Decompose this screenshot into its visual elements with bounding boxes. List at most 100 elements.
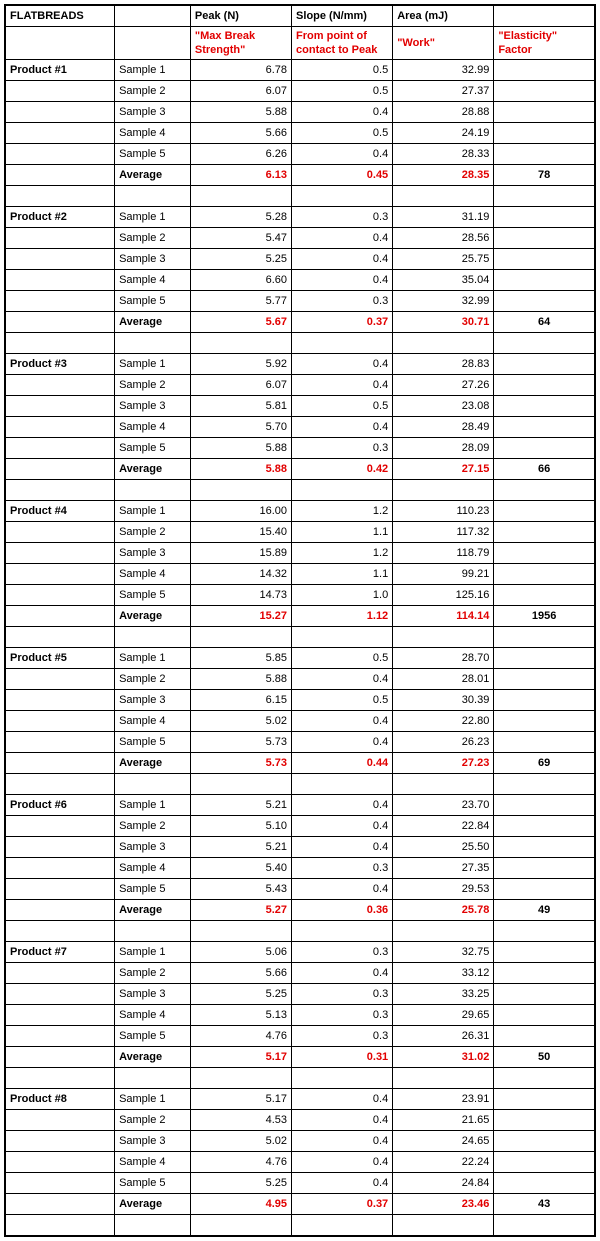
avg-slope: 0.37	[292, 1194, 393, 1215]
average-row: Average5.730.4427.2369	[5, 753, 595, 774]
slope-value: 0.3	[292, 858, 393, 879]
area-value: 28.09	[393, 438, 494, 459]
slope-value: 1.1	[292, 522, 393, 543]
data-row: Sample 35.810.523.08	[5, 396, 595, 417]
peak-value: 5.88	[190, 669, 291, 690]
average-label: Average	[115, 606, 191, 627]
sample-label: Sample 2	[115, 816, 191, 837]
avg-peak: 15.27	[190, 606, 291, 627]
col-header-peak: Peak (N)	[190, 5, 291, 27]
peak-value: 5.25	[190, 984, 291, 1005]
sample-label: Sample 4	[115, 417, 191, 438]
average-label: Average	[115, 900, 191, 921]
data-row: Sample 45.130.329.65	[5, 1005, 595, 1026]
area-value: 27.37	[393, 81, 494, 102]
area-value: 27.26	[393, 375, 494, 396]
data-row: Sample 55.880.328.09	[5, 438, 595, 459]
data-row: Product #8Sample 15.170.423.91	[5, 1089, 595, 1110]
sample-label: Sample 3	[115, 543, 191, 564]
data-row: Sample 55.770.332.99	[5, 291, 595, 312]
spacer-row	[5, 480, 595, 501]
area-value: 29.53	[393, 879, 494, 900]
elasticity-value: 69	[494, 753, 595, 774]
slope-value: 0.4	[292, 963, 393, 984]
average-row: Average15.271.12114.141956	[5, 606, 595, 627]
spacer-row	[5, 333, 595, 354]
avg-area: 30.71	[393, 312, 494, 333]
area-value: 28.01	[393, 669, 494, 690]
slope-value: 0.5	[292, 690, 393, 711]
area-value: 33.25	[393, 984, 494, 1005]
area-value: 35.04	[393, 270, 494, 291]
spacer-row	[5, 1215, 595, 1237]
area-value: 24.84	[393, 1173, 494, 1194]
sample-label: Sample 2	[115, 228, 191, 249]
spacer-row	[5, 186, 595, 207]
peak-value: 6.60	[190, 270, 291, 291]
sample-label: Sample 4	[115, 711, 191, 732]
peak-value: 5.21	[190, 795, 291, 816]
product-name: Product #3	[5, 354, 115, 375]
data-row: Product #2Sample 15.280.331.19	[5, 207, 595, 228]
slope-value: 0.4	[292, 1089, 393, 1110]
data-row: Sample 26.070.427.26	[5, 375, 595, 396]
slope-value: 0.4	[292, 1173, 393, 1194]
data-row: Sample 45.660.524.19	[5, 123, 595, 144]
col-sub-slope: From point of contact to Peak	[292, 27, 393, 60]
slope-value: 0.5	[292, 396, 393, 417]
peak-value: 5.77	[190, 291, 291, 312]
area-value: 28.83	[393, 354, 494, 375]
avg-peak: 5.17	[190, 1047, 291, 1068]
col-sub-peak: "Max Break Strength"	[190, 27, 291, 60]
slope-value: 0.3	[292, 1026, 393, 1047]
avg-area: 28.35	[393, 165, 494, 186]
slope-value: 1.0	[292, 585, 393, 606]
peak-value: 5.10	[190, 816, 291, 837]
sample-label: Sample 4	[115, 1152, 191, 1173]
sample-label: Sample 1	[115, 795, 191, 816]
data-row: Sample 25.880.428.01	[5, 669, 595, 690]
avg-peak: 4.95	[190, 1194, 291, 1215]
slope-value: 0.3	[292, 1005, 393, 1026]
area-value: 31.19	[393, 207, 494, 228]
area-value: 23.08	[393, 396, 494, 417]
avg-peak: 5.27	[190, 900, 291, 921]
average-row: Average5.670.3730.7164	[5, 312, 595, 333]
peak-value: 5.85	[190, 648, 291, 669]
slope-value: 0.4	[292, 354, 393, 375]
area-value: 117.32	[393, 522, 494, 543]
average-label: Average	[115, 459, 191, 480]
slope-value: 1.2	[292, 543, 393, 564]
data-row: Sample 35.250.333.25	[5, 984, 595, 1005]
sample-label: Sample 2	[115, 1110, 191, 1131]
elasticity-value: 78	[494, 165, 595, 186]
sample-label: Sample 1	[115, 942, 191, 963]
product-name: Product #5	[5, 648, 115, 669]
avg-slope: 0.36	[292, 900, 393, 921]
data-row: Sample 44.760.422.24	[5, 1152, 595, 1173]
sample-label: Sample 4	[115, 858, 191, 879]
flatbreads-table: FLATBREADSPeak (N)Slope (N/mm)Area (mJ)"…	[4, 4, 596, 1237]
slope-value: 0.3	[292, 984, 393, 1005]
header-row-2: "Max Break Strength"From point of contac…	[5, 27, 595, 60]
average-label: Average	[115, 165, 191, 186]
peak-value: 14.32	[190, 564, 291, 585]
peak-value: 6.26	[190, 144, 291, 165]
data-row: Sample 35.250.425.75	[5, 249, 595, 270]
slope-value: 0.4	[292, 1110, 393, 1131]
col-header-slope: Slope (N/mm)	[292, 5, 393, 27]
peak-value: 15.40	[190, 522, 291, 543]
data-row: Product #7Sample 15.060.332.75	[5, 942, 595, 963]
slope-value: 0.4	[292, 669, 393, 690]
average-row: Average6.130.4528.3578	[5, 165, 595, 186]
area-value: 118.79	[393, 543, 494, 564]
slope-value: 0.4	[292, 795, 393, 816]
elasticity-value: 64	[494, 312, 595, 333]
area-value: 24.19	[393, 123, 494, 144]
avg-area: 114.14	[393, 606, 494, 627]
data-row: Sample 55.430.429.53	[5, 879, 595, 900]
sample-label: Sample 5	[115, 732, 191, 753]
elasticity-value: 1956	[494, 606, 595, 627]
sample-label: Sample 3	[115, 396, 191, 417]
average-label: Average	[115, 1194, 191, 1215]
